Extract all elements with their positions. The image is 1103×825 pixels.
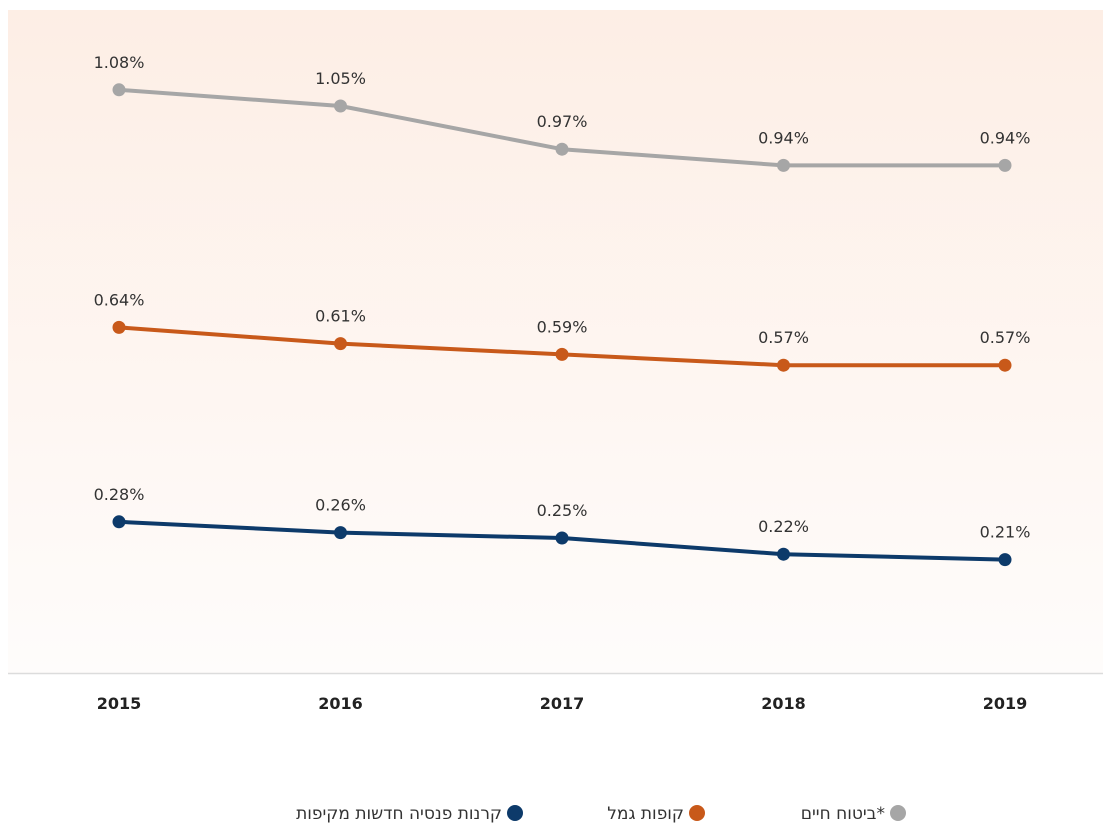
x-tick-label: 2019: [983, 694, 1028, 713]
data-label: 0.61%: [315, 307, 366, 326]
data-label: 0.22%: [758, 517, 809, 536]
data-point: [998, 553, 1012, 567]
x-tick-label: 2016: [318, 694, 363, 713]
data-point: [555, 142, 569, 156]
x-tick-label: 2017: [540, 694, 585, 713]
legend-label: קרנות פנסיה חדשות מקיפות: [296, 804, 502, 824]
data-label: 0.94%: [980, 128, 1031, 147]
data-point: [334, 337, 347, 351]
data-point: [998, 158, 1012, 172]
data-point: [112, 83, 126, 97]
data-label: 0.97%: [537, 112, 588, 131]
plot-background: [8, 10, 1103, 673]
data-point: [112, 515, 126, 529]
data-point: [112, 320, 126, 334]
data-label: 1.05%: [315, 69, 366, 88]
data-point: [555, 531, 569, 545]
legend-marker: [689, 805, 705, 821]
data-label: 0.57%: [758, 328, 809, 347]
data-label: 0.25%: [537, 501, 588, 520]
data-point: [777, 158, 790, 172]
data-label: 0.94%: [758, 128, 809, 147]
legend-label: קופות גמל: [607, 804, 684, 824]
data-point: [555, 347, 569, 361]
legend-marker: [890, 805, 906, 821]
data-point: [334, 526, 347, 540]
data-label: 0.26%: [315, 496, 366, 515]
data-label: 0.57%: [980, 328, 1031, 347]
x-tick-label: 2018: [761, 694, 806, 713]
data-label: 0.64%: [94, 290, 145, 309]
data-point: [998, 358, 1012, 372]
legend-label: ביטוח חיים*: [801, 804, 885, 824]
data-label: 0.59%: [537, 317, 588, 336]
x-tick-label: 2015: [97, 694, 142, 713]
data-point: [334, 99, 347, 113]
data-label: 0.21%: [980, 523, 1031, 542]
legend-marker: [507, 805, 523, 821]
data-point: [777, 358, 790, 372]
data-label: 1.08%: [94, 53, 145, 72]
data-label: 0.28%: [94, 485, 145, 504]
data-point: [777, 547, 790, 561]
